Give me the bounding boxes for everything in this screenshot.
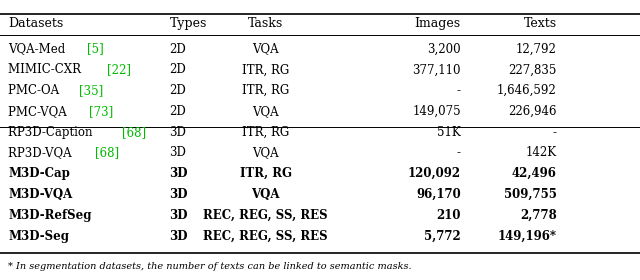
Text: 2D: 2D (170, 63, 186, 76)
Text: 149,196*: 149,196* (498, 230, 557, 242)
Text: 3D: 3D (170, 209, 188, 222)
Text: -: - (553, 126, 557, 139)
Text: [35]: [35] (79, 84, 104, 97)
Text: 96,170: 96,170 (416, 188, 461, 201)
Text: Datasets: Datasets (8, 17, 63, 30)
Text: Images: Images (415, 17, 461, 30)
Text: M3D-VQA: M3D-VQA (8, 188, 72, 201)
Text: 120,092: 120,092 (408, 167, 461, 180)
Text: ITR, RG: ITR, RG (242, 63, 289, 76)
Text: 226,946: 226,946 (508, 105, 557, 118)
Text: 3D: 3D (170, 126, 186, 139)
Text: -: - (457, 146, 461, 159)
Text: 1,646,592: 1,646,592 (497, 84, 557, 97)
Text: VQA: VQA (252, 105, 279, 118)
Text: 3D: 3D (170, 167, 188, 180)
Text: VQA: VQA (252, 146, 279, 159)
Text: RP3D-Caption: RP3D-Caption (8, 126, 97, 139)
Text: Types: Types (170, 17, 207, 30)
Text: 142K: 142K (525, 146, 557, 159)
Text: [68]: [68] (122, 126, 147, 139)
Text: Tasks: Tasks (248, 17, 284, 30)
Text: M3D-Seg: M3D-Seg (8, 230, 69, 242)
Text: 51K: 51K (437, 126, 461, 139)
Text: 227,835: 227,835 (508, 63, 557, 76)
Text: MIMIC-CXR: MIMIC-CXR (8, 63, 85, 76)
Text: 12,792: 12,792 (516, 43, 557, 55)
Text: 42,496: 42,496 (512, 167, 557, 180)
Text: M3D-Cap: M3D-Cap (8, 167, 70, 180)
Text: 210: 210 (436, 209, 461, 222)
Text: [68]: [68] (95, 146, 120, 159)
Text: ITR, RG: ITR, RG (242, 126, 289, 139)
Text: REC, REG, SS, RES: REC, REG, SS, RES (204, 230, 328, 242)
Text: 3D: 3D (170, 230, 188, 242)
Text: 3D: 3D (170, 146, 186, 159)
Text: M3D-RefSeg: M3D-RefSeg (8, 209, 92, 222)
Text: [5]: [5] (87, 43, 104, 55)
Text: PMC-OA: PMC-OA (8, 84, 63, 97)
Text: [22]: [22] (108, 63, 131, 76)
Text: 377,110: 377,110 (412, 63, 461, 76)
Text: 5,772: 5,772 (424, 230, 461, 242)
Text: ITR, RG: ITR, RG (239, 167, 292, 180)
Text: VQA-Med: VQA-Med (8, 43, 69, 55)
Text: REC, REG, SS, RES: REC, REG, SS, RES (204, 209, 328, 222)
Text: 2D: 2D (170, 84, 186, 97)
Text: 3D: 3D (170, 188, 188, 201)
Text: VQA: VQA (252, 43, 279, 55)
Text: 2D: 2D (170, 43, 186, 55)
Text: * In segmentation datasets, the number of texts can be linked to semantic masks.: * In segmentation datasets, the number o… (8, 262, 412, 271)
Text: Texts: Texts (524, 17, 557, 30)
Text: RP3D-VQA: RP3D-VQA (8, 146, 76, 159)
Text: -: - (457, 84, 461, 97)
Text: 509,755: 509,755 (504, 188, 557, 201)
Text: 2D: 2D (170, 105, 186, 118)
Text: VQA: VQA (252, 188, 280, 201)
Text: 3,200: 3,200 (427, 43, 461, 55)
Text: 149,075: 149,075 (412, 105, 461, 118)
Text: 2,778: 2,778 (520, 209, 557, 222)
Text: ITR, RG: ITR, RG (242, 84, 289, 97)
Text: PMC-VQA: PMC-VQA (8, 105, 71, 118)
Text: [73]: [73] (89, 105, 113, 118)
